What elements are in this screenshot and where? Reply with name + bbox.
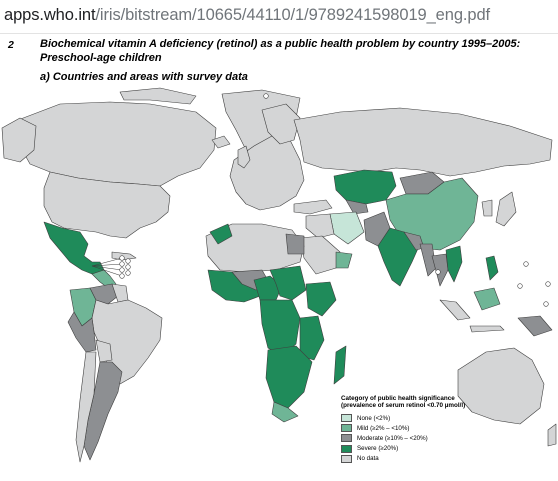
legend-label-moderate: Moderate (≥10% – <20%) (357, 434, 428, 442)
java (469, 325, 505, 333)
legend-item-severe: Severe (≥20%) (341, 444, 541, 454)
venezuela (89, 283, 119, 305)
address-bar[interactable]: apps.who.int/iris/bitstream/10665/44110/… (0, 0, 558, 34)
usa (43, 171, 171, 239)
peru (67, 311, 97, 353)
legend-swatch-nodata (341, 454, 352, 463)
south-africa (271, 401, 299, 423)
uzbekistan (345, 199, 369, 215)
arctic-islands (119, 87, 197, 105)
philippines (485, 255, 499, 281)
legend-item-nodata: No data (341, 454, 541, 464)
legend-items: None (<2%) Mild (≥2% – <10%) Moderate (≥… (341, 413, 541, 464)
url-path: /iris/bitstream/10665/44110/1/9789241598… (95, 6, 491, 24)
legend-item-moderate: Moderate (≥10% – <20%) (341, 433, 541, 443)
legend-swatch-severe (341, 444, 352, 453)
iraq-syria (305, 213, 335, 239)
legend-title: Category of public health significance (… (341, 395, 466, 409)
new-zealand (547, 423, 557, 447)
europe (229, 135, 305, 211)
figure-title: Biochemical vitamin A deficiency (retino… (40, 38, 521, 64)
india (377, 227, 421, 287)
kazakhstan (333, 169, 397, 205)
legend-label-nodata: No data (357, 455, 379, 463)
canada (17, 101, 217, 187)
chile (75, 351, 97, 463)
figure-number: 2 (8, 39, 14, 51)
saudi-arabia (299, 235, 341, 275)
legend-swatch-moderate (341, 434, 352, 443)
vietnam-laos (445, 245, 463, 283)
sumatra (439, 299, 471, 321)
uk (237, 145, 251, 169)
figure-subtitle: a) Countries and areas with survey data (40, 71, 248, 83)
russia (293, 107, 553, 177)
url-text[interactable]: apps.who.int/iris/bitstream/10665/44110/… (4, 6, 490, 25)
madagascar (333, 345, 347, 385)
ethiopia-somalia (305, 281, 337, 317)
mexico (43, 221, 105, 275)
legend-item-mild: Mild (≥2% – <10%) (341, 423, 541, 433)
legend-label-mild: Mild (≥2% – <10%) (357, 424, 410, 432)
legend-swatch-mild (341, 424, 352, 433)
legend-item-none: None (<2%) (341, 413, 541, 423)
iceland (211, 135, 231, 149)
australia (457, 347, 545, 425)
legend-swatch-none (341, 414, 352, 423)
egypt (285, 233, 305, 255)
bolivia (95, 339, 113, 363)
iran (329, 211, 365, 245)
southern-africa (265, 345, 313, 409)
korea (481, 199, 493, 217)
world-map (1, 87, 557, 463)
papua (517, 315, 553, 337)
scandinavia (261, 103, 301, 145)
yemen-oman (335, 251, 353, 269)
japan (495, 191, 517, 227)
legend-label-none: None (<2%) (357, 414, 391, 422)
turkey (293, 199, 333, 215)
morocco (209, 223, 233, 245)
map-legend: Category of public health significance (… (341, 395, 541, 464)
url-host: apps.who.int (4, 6, 96, 24)
indonesia-borneo (473, 287, 501, 311)
legend-label-severe: Severe (≥20%) (357, 445, 399, 453)
alaska (1, 117, 37, 163)
